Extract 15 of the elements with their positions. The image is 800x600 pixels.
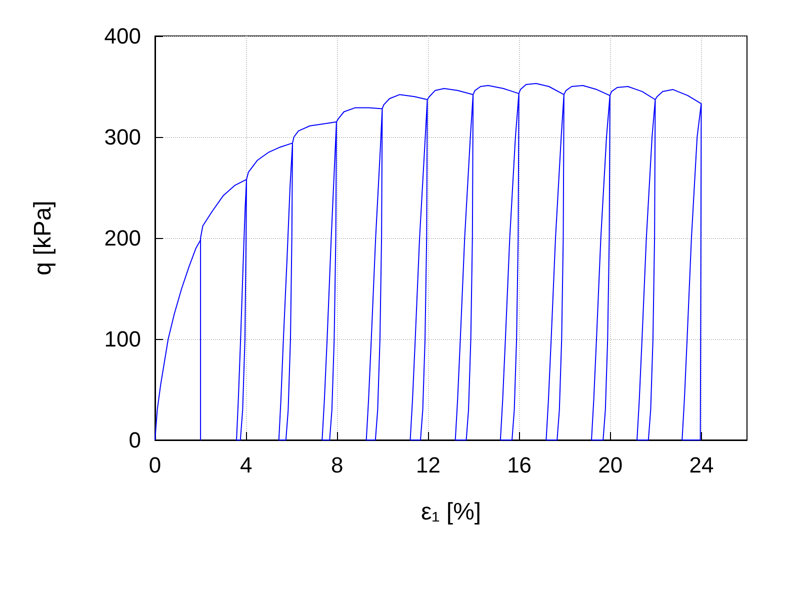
x-tick-label: 8 <box>331 452 344 478</box>
y-tick-label: 200 <box>104 226 141 250</box>
x-axis-title: ε₁ [%] <box>420 498 482 526</box>
x-tick-label: 0 <box>148 452 162 478</box>
line-series <box>154 82 702 440</box>
y-axis-title: q [kPa] <box>30 200 56 276</box>
y-tick-label: 400 <box>104 24 141 48</box>
y-tick-label: 100 <box>104 326 141 352</box>
x-tick-label: 24 <box>689 452 714 478</box>
y-tick-label: 0 <box>128 428 141 452</box>
x-tick-label: 12 <box>416 452 440 478</box>
x-tick-label: 4 <box>240 452 252 478</box>
x-tick-label: 16 <box>507 452 532 478</box>
x-tick-label: 20 <box>598 452 623 478</box>
y-tick-label: 300 <box>104 124 141 150</box>
